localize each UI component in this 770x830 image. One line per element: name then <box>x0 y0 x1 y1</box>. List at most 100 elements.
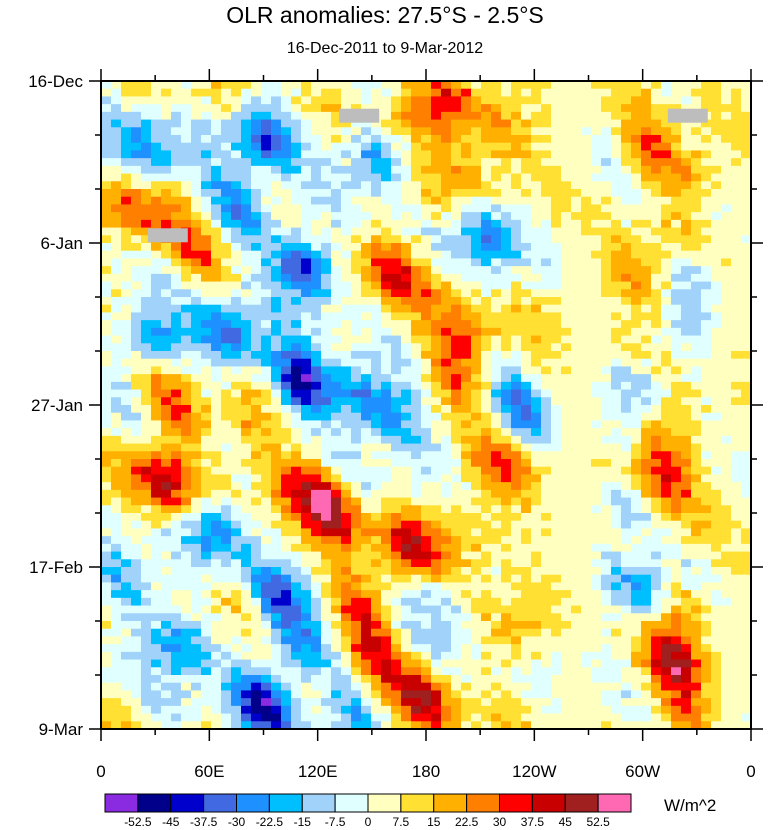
heatmap-cell <box>521 189 532 198</box>
heatmap-cell <box>321 459 332 468</box>
heatmap-cell <box>271 196 282 206</box>
heatmap-cell <box>691 420 702 429</box>
heatmap-cell <box>641 559 652 568</box>
heatmap-cell <box>141 196 152 206</box>
heatmap-cell <box>461 119 472 128</box>
heatmap-cell <box>481 358 492 368</box>
heatmap-cell <box>111 204 122 213</box>
heatmap-cell <box>411 435 422 445</box>
heatmap-cell <box>611 142 622 152</box>
heatmap-cell <box>401 297 412 306</box>
heatmap-cell <box>331 289 342 298</box>
heatmap-cell <box>171 104 182 113</box>
heatmap-cell <box>231 150 242 159</box>
heatmap-cell <box>521 374 532 383</box>
heatmap-cell <box>331 482 342 491</box>
heatmap-cell <box>401 181 412 190</box>
heatmap-cell <box>551 590 562 599</box>
heatmap-cell <box>671 358 682 368</box>
heatmap-cell <box>541 567 552 576</box>
heatmap-cell <box>731 582 742 591</box>
heatmap-cell <box>241 536 252 545</box>
heatmap-cell <box>421 412 432 422</box>
heatmap-cell <box>621 489 632 499</box>
heatmap-cell <box>371 266 382 275</box>
heatmap-cell <box>671 397 682 406</box>
heatmap-cell <box>501 597 512 607</box>
heatmap-cell <box>451 405 462 414</box>
heatmap-cell <box>461 173 472 182</box>
heatmap-cell <box>461 559 472 568</box>
heatmap-cell <box>501 320 512 329</box>
heatmap-cell <box>371 297 382 306</box>
heatmap-cell <box>671 320 682 329</box>
heatmap-cell <box>281 150 292 159</box>
heatmap-cell <box>381 142 392 152</box>
heatmap-cell <box>351 397 362 406</box>
heatmap-cell <box>131 96 142 105</box>
heatmap-cell <box>621 266 632 275</box>
heatmap-cell <box>241 258 252 267</box>
heatmap-cell <box>521 281 532 290</box>
heatmap-cell <box>201 628 212 638</box>
heatmap-cell <box>701 258 712 267</box>
heatmap-cell <box>581 304 592 314</box>
heatmap-cell <box>341 165 352 175</box>
heatmap-cell <box>361 613 372 622</box>
heatmap-cell <box>411 273 422 283</box>
heatmap-cell <box>531 435 542 445</box>
heatmap-cell <box>201 520 212 530</box>
heatmap-cell <box>281 381 292 391</box>
heatmap-cell <box>141 489 152 499</box>
heatmap-cell <box>541 389 552 398</box>
heatmap-cell <box>301 150 312 159</box>
heatmap-cell <box>651 173 662 182</box>
heatmap-cell <box>691 189 702 198</box>
heatmap-cell <box>311 81 322 90</box>
heatmap-cell <box>381 574 392 584</box>
heatmap-cell <box>551 343 562 352</box>
heatmap-cell <box>451 335 462 344</box>
heatmap-cell <box>271 536 282 545</box>
heatmap-cell <box>421 312 432 321</box>
heatmap-cell <box>221 81 232 90</box>
heatmap-cell <box>451 227 462 236</box>
heatmap-cell <box>611 567 622 576</box>
heatmap-cell <box>401 520 412 530</box>
heatmap-cell <box>361 451 372 460</box>
heatmap-cell <box>671 219 682 229</box>
heatmap-cell <box>471 127 482 136</box>
heatmap-cell <box>621 474 632 483</box>
heatmap-cell <box>151 381 162 391</box>
heatmap-cell <box>401 497 412 506</box>
heatmap-cell <box>431 181 442 190</box>
heatmap-cell <box>191 351 202 360</box>
heatmap-cell <box>411 96 422 105</box>
heatmap-cell <box>281 451 292 460</box>
heatmap-cell <box>671 474 682 483</box>
heatmap-cell <box>281 312 292 321</box>
heatmap-cell <box>331 189 342 198</box>
heatmap-cell <box>501 613 512 622</box>
heatmap-cell <box>381 119 392 128</box>
heatmap-cell <box>371 420 382 429</box>
heatmap-cell <box>311 219 322 229</box>
heatmap-cell <box>161 628 172 638</box>
heatmap-cell <box>311 297 322 306</box>
heatmap-cell <box>741 605 752 614</box>
heatmap-cell <box>281 219 292 229</box>
heatmap-cell <box>551 135 562 144</box>
heatmap-cell <box>221 250 232 260</box>
heatmap-cell <box>511 181 522 190</box>
heatmap-cell <box>561 173 572 182</box>
heatmap-cell <box>391 343 402 352</box>
heatmap-cell <box>151 258 162 267</box>
heatmap-cell <box>401 81 412 90</box>
heatmap-cell <box>721 528 732 537</box>
heatmap-cell <box>421 358 432 368</box>
heatmap-cell <box>721 489 732 499</box>
heatmap-cell <box>161 559 172 568</box>
heatmap-cell <box>351 489 362 499</box>
heatmap-cell <box>491 258 502 267</box>
heatmap-cell <box>571 212 582 221</box>
